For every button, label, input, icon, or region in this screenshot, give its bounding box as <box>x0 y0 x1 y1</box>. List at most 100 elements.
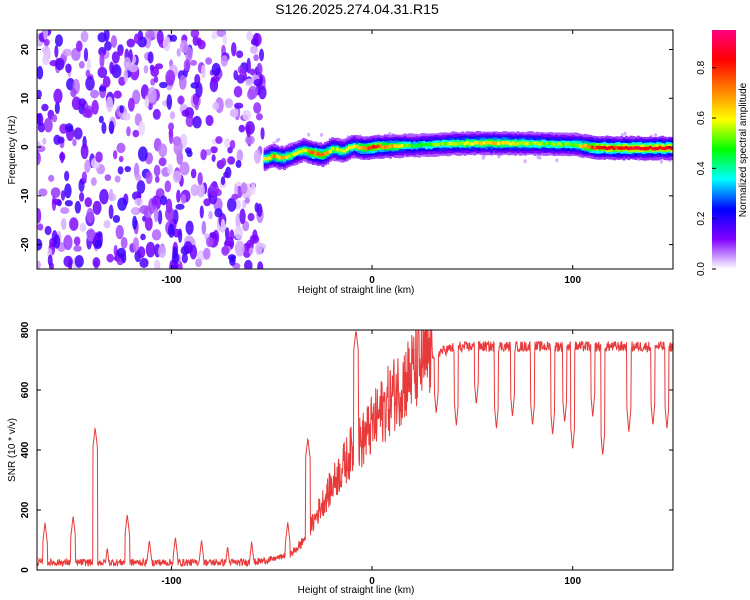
noise-cell <box>538 155 542 160</box>
noise-cell <box>74 200 82 214</box>
carrier-cell <box>644 146 648 151</box>
carrier-cell <box>316 152 320 156</box>
carrier-cell <box>538 142 542 146</box>
noise-cell <box>176 48 181 57</box>
carrier-cell <box>362 146 366 150</box>
noise-cell <box>158 143 168 158</box>
noise-cell <box>179 161 190 176</box>
colorbar-tick-label: 0.4 <box>696 161 707 175</box>
noise-cell <box>220 55 228 67</box>
noise-cell <box>623 131 627 136</box>
noise-cell <box>73 127 83 140</box>
noise-cell <box>111 51 120 64</box>
carrier-cell <box>328 149 332 154</box>
noise-cell <box>115 224 124 240</box>
carrier-cell <box>338 148 342 152</box>
noise-cell <box>142 215 147 222</box>
y-tick-label: -20 <box>20 237 31 252</box>
carrier-cell <box>403 144 407 148</box>
noise-cell <box>121 252 127 264</box>
noise-cell <box>256 62 263 77</box>
noise-cell <box>190 184 200 197</box>
noise-cell <box>252 229 258 241</box>
carrier-cell <box>511 141 515 145</box>
carrier-cell <box>610 145 614 150</box>
noise-cell <box>197 172 203 186</box>
noise-cell <box>277 137 281 142</box>
noise-cell <box>150 66 160 77</box>
noise-cell <box>200 149 207 161</box>
noise-cell <box>201 220 207 235</box>
carrier-cell <box>550 141 554 146</box>
noise-cell <box>95 151 103 163</box>
noise-cell <box>105 96 114 112</box>
carrier-cell <box>571 142 575 147</box>
noise-cell <box>319 132 323 137</box>
carrier-cell <box>444 142 448 146</box>
y-tick-label: 20 <box>20 44 31 56</box>
noise-cell <box>140 233 146 241</box>
carrier-cell <box>648 145 652 150</box>
carrier-cell <box>410 144 414 148</box>
noise-cell <box>253 54 259 62</box>
colorbar-label: Normalized spectral amplitude <box>738 82 749 217</box>
noise-cell <box>119 105 124 114</box>
noise-cell <box>60 190 66 201</box>
carrier-cell <box>388 144 392 148</box>
carrier-cell <box>547 141 551 146</box>
noise-cell <box>186 150 193 158</box>
carrier-cell <box>458 141 462 146</box>
carrier-cell <box>499 141 503 145</box>
carrier-cell <box>470 142 474 146</box>
noise-cell <box>253 78 263 87</box>
noise-cell <box>42 55 50 66</box>
noise-cell <box>194 73 201 86</box>
noise-cell <box>108 204 114 220</box>
noise-cell <box>239 68 246 77</box>
carrier-cell <box>461 141 465 145</box>
noise-cell <box>240 182 248 195</box>
carrier-cell <box>576 143 580 148</box>
carrier-cell <box>468 142 472 146</box>
noise-cell <box>90 177 97 186</box>
carrier-cell <box>603 145 607 150</box>
carrier-cell <box>641 146 645 151</box>
noise-cell <box>78 192 85 202</box>
snr-x-label: Height of straight line (km) <box>298 585 415 596</box>
snr-series-line <box>36 329 674 568</box>
carrier-cell <box>437 142 441 147</box>
noise-cell <box>229 108 239 118</box>
noise-cell <box>133 33 140 44</box>
spectrogram-frame <box>36 29 674 270</box>
carrier-cell <box>535 141 539 145</box>
carrier-cell <box>391 144 395 148</box>
carrier-cell <box>564 142 568 146</box>
carrier-cell <box>620 146 624 150</box>
carrier-cell <box>408 143 412 148</box>
carrier-cell <box>490 141 494 145</box>
noise-cell <box>90 89 99 99</box>
noise-cell <box>159 195 168 206</box>
colorbar-ticks: 0.0 0.2 0.4 0.6 0.8 <box>696 60 716 276</box>
noise-cell <box>254 202 259 213</box>
noise-cell <box>208 210 213 220</box>
carrier-cell <box>415 143 419 147</box>
noise-cell <box>80 30 89 43</box>
carrier-cell <box>586 145 590 149</box>
carrier-cell <box>282 155 286 159</box>
noise-cell <box>170 34 178 42</box>
carrier-cell <box>432 142 436 147</box>
noise-cell <box>145 241 156 258</box>
noise-cell <box>143 64 149 74</box>
colorbar: 0.0 0.2 0.4 0.6 0.8 Normalized spectral ampl… <box>696 30 749 276</box>
noise-cell <box>98 115 104 124</box>
noise-cell <box>523 159 527 164</box>
carrier-cell <box>617 146 621 150</box>
noise-cell <box>37 260 41 269</box>
x-tick-label: -100 <box>161 576 181 587</box>
noise-cell <box>236 149 244 162</box>
noise-cell <box>220 218 226 233</box>
noise-cell <box>229 229 235 241</box>
carrier-cell <box>304 148 308 153</box>
